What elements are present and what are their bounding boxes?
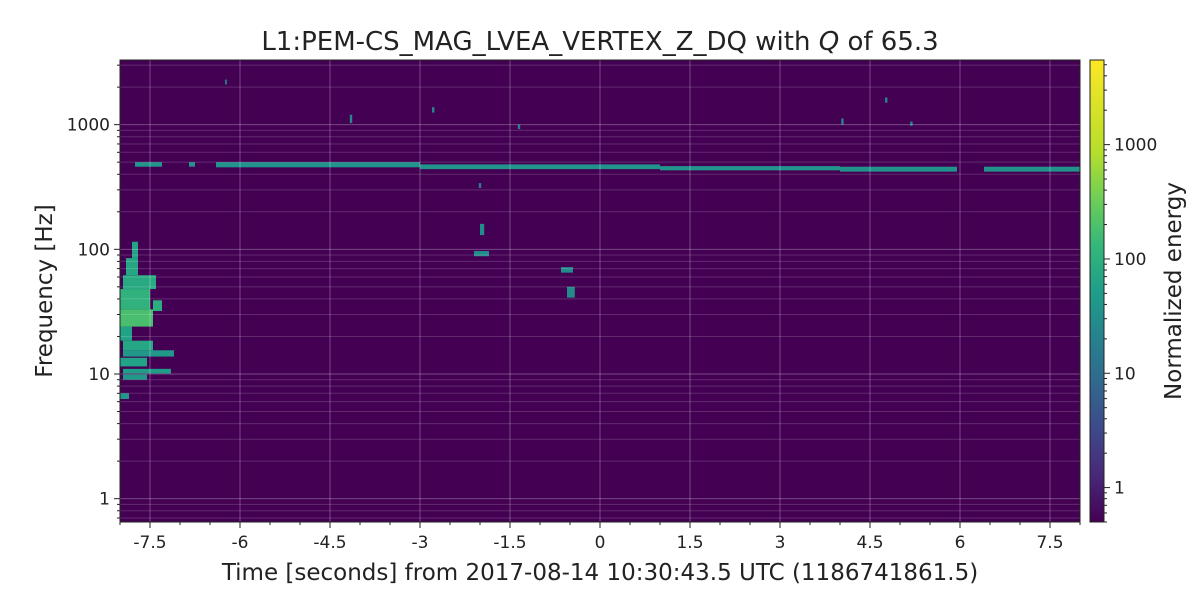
colorbar-ticks: 1 10 100 1000 bbox=[1104, 64, 1157, 523]
energy-tile bbox=[841, 118, 844, 125]
energy-tile bbox=[432, 107, 435, 113]
y-axis-label: Frequency [Hz] bbox=[32, 204, 58, 377]
plot-background bbox=[120, 60, 1080, 522]
colorbar-tick-label: 100 bbox=[1114, 250, 1146, 270]
energy-tile bbox=[123, 275, 156, 290]
x-tick-label: 4.5 bbox=[856, 533, 883, 553]
energy-tile bbox=[517, 124, 521, 130]
energy-tile bbox=[910, 121, 913, 126]
y-tick-label: 100 bbox=[78, 240, 110, 260]
x-tick-label: -3 bbox=[412, 533, 429, 553]
y-tick-label: 10 bbox=[88, 365, 110, 385]
energy-tile bbox=[126, 258, 138, 276]
x-tick-label: 3 bbox=[775, 533, 786, 553]
x-tick-label: -6 bbox=[232, 533, 249, 553]
energy-tile bbox=[120, 309, 153, 327]
energy-tile bbox=[123, 350, 174, 357]
colorbar-tick-label: 10 bbox=[1114, 364, 1136, 384]
x-tick-label: 6 bbox=[955, 533, 966, 553]
colorbar-label: Normalized energy bbox=[1161, 182, 1187, 400]
chart-title-prefix: L1:PEM-CS_MAG_LVEA_VERTEX_Z_DQ with bbox=[261, 27, 818, 57]
x-axis: -7.5 -6 -4.5 -3 -1.5 0 1.5 3 4.5 6 7.5 bbox=[119, 522, 1081, 553]
energy-tile bbox=[885, 97, 888, 103]
energy-tile bbox=[120, 289, 150, 310]
colorbar: 1 10 100 1000 Normalized energy bbox=[1089, 59, 1187, 523]
energy-tile bbox=[567, 286, 575, 298]
x-tick-label: 1.5 bbox=[676, 533, 703, 553]
chart-title: L1:PEM-CS_MAG_LVEA_VERTEX_Z_DQ with Q of… bbox=[261, 27, 938, 57]
energy-tile bbox=[480, 223, 485, 236]
x-tick-label: 7.5 bbox=[1036, 533, 1063, 553]
energy-tile bbox=[123, 340, 153, 351]
y-axis: 1 10 100 1000 bbox=[67, 64, 120, 519]
x-tick-label: 0 bbox=[595, 533, 606, 553]
x-tick-label: -7.5 bbox=[133, 533, 166, 553]
energy-tile bbox=[123, 374, 147, 380]
energy-tile bbox=[561, 267, 573, 273]
energy-tile bbox=[660, 166, 840, 171]
energy-tile bbox=[216, 162, 420, 168]
plot-area bbox=[119, 59, 1081, 523]
colorbar-tick-label: 1000 bbox=[1114, 136, 1157, 156]
x-axis-label: Time [seconds] from 2017-08-14 10:30:43.… bbox=[221, 560, 978, 586]
y-tick-label: 1000 bbox=[67, 116, 110, 136]
energy-tile bbox=[349, 114, 353, 124]
colorbar-gradient bbox=[1089, 59, 1105, 523]
energy-tile bbox=[984, 166, 1080, 172]
energy-tile bbox=[120, 393, 129, 400]
grid-layer bbox=[120, 60, 1080, 522]
energy-tile bbox=[420, 164, 660, 170]
energy-tile bbox=[135, 162, 162, 167]
energy-tile bbox=[840, 166, 957, 172]
energy-tile bbox=[478, 183, 482, 189]
energy-tile bbox=[153, 300, 162, 312]
energy-tile bbox=[132, 241, 138, 259]
tiles-layer bbox=[120, 79, 1080, 400]
energy-tile bbox=[120, 326, 132, 341]
x-tick-label: -4.5 bbox=[313, 533, 346, 553]
energy-tile bbox=[123, 368, 171, 374]
chart-title-q: Q bbox=[819, 27, 839, 57]
x-tick-label: -1.5 bbox=[493, 533, 526, 553]
energy-tile bbox=[225, 79, 227, 85]
colorbar-tick-label: 1 bbox=[1114, 479, 1125, 499]
y-tick-label: 1 bbox=[99, 490, 110, 510]
energy-tile bbox=[189, 162, 195, 167]
energy-tile bbox=[474, 250, 489, 257]
energy-tile bbox=[120, 357, 147, 367]
chart-title-suffix: of 65.3 bbox=[839, 27, 938, 57]
